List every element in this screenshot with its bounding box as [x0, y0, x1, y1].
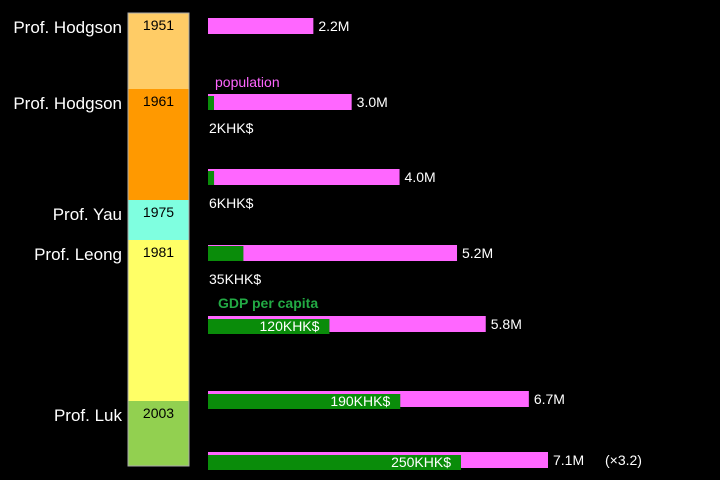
timeline-segment-2003 — [128, 401, 189, 466]
gdp-bar — [208, 246, 244, 261]
gdp-bar — [208, 319, 330, 334]
legend-population: population — [215, 74, 280, 90]
timeline-person-label: Prof. Hodgson — [13, 18, 122, 37]
timeline-person-label: Prof. Luk — [54, 406, 123, 425]
population-value-label: 5.2M — [462, 245, 493, 261]
timeline-segment-1951 — [128, 13, 189, 89]
population-value-label: 2.2M — [318, 18, 349, 34]
timeline-person-label: Prof. Hodgson — [13, 94, 122, 113]
population-value-label: 7.1M — [553, 452, 584, 468]
gdp-value-label: 2KHK$ — [209, 120, 254, 136]
population-value-label: 3.0M — [357, 94, 388, 110]
timeline-person-label: Prof. Leong — [34, 245, 122, 264]
bars-area: 2.2M 3.0M 2KHK$ 4.0M 6KHK$ 5.2M 35KHK$ 5.8M 120K… — [208, 18, 642, 470]
timeline-segment-1961 — [128, 89, 189, 200]
timeline-segment-1975 — [128, 200, 189, 240]
gdp-value-label: 190KHK$ — [330, 393, 390, 409]
gdp-value-label: 35KHK$ — [209, 271, 261, 287]
timeline-year-1981: 1981 — [143, 244, 174, 260]
gdp-bar — [208, 96, 214, 110]
population-value-label: 5.8M — [491, 316, 522, 332]
timeline-year-1951: 1951 — [143, 17, 174, 33]
population-bar — [208, 169, 400, 185]
population-bar — [208, 18, 314, 34]
gdp-value-label: 6KHK$ — [209, 195, 254, 211]
population-value-label: 4.0M — [405, 169, 436, 185]
timeline-year-1975: 1975 — [143, 204, 174, 220]
population-bar — [208, 245, 458, 261]
gdp-value-label: 120KHK$ — [260, 318, 320, 334]
gdp-bar — [208, 394, 401, 409]
gdp-bar — [208, 455, 461, 470]
timeline-year-2003: 2003 — [143, 405, 174, 421]
growth-annotation: (×3.2) — [605, 452, 642, 468]
population-bar — [208, 94, 352, 110]
legend-gdp: GDP per capita — [218, 295, 318, 311]
timeline-segment-1981 — [128, 240, 189, 401]
timeline-column: 1951 Prof. Hodgson 1961 Prof. Hodgson 1975 Pr… — [13, 12, 190, 467]
population-value-label: 6.7M — [534, 391, 565, 407]
timeline-year-1961: 1961 — [143, 93, 174, 109]
timeline-person-label: Prof. Yau — [53, 205, 122, 224]
gdp-value-label: 250KHK$ — [391, 454, 451, 470]
timeline-border — [127, 12, 190, 467]
gdp-bar — [208, 171, 215, 185]
